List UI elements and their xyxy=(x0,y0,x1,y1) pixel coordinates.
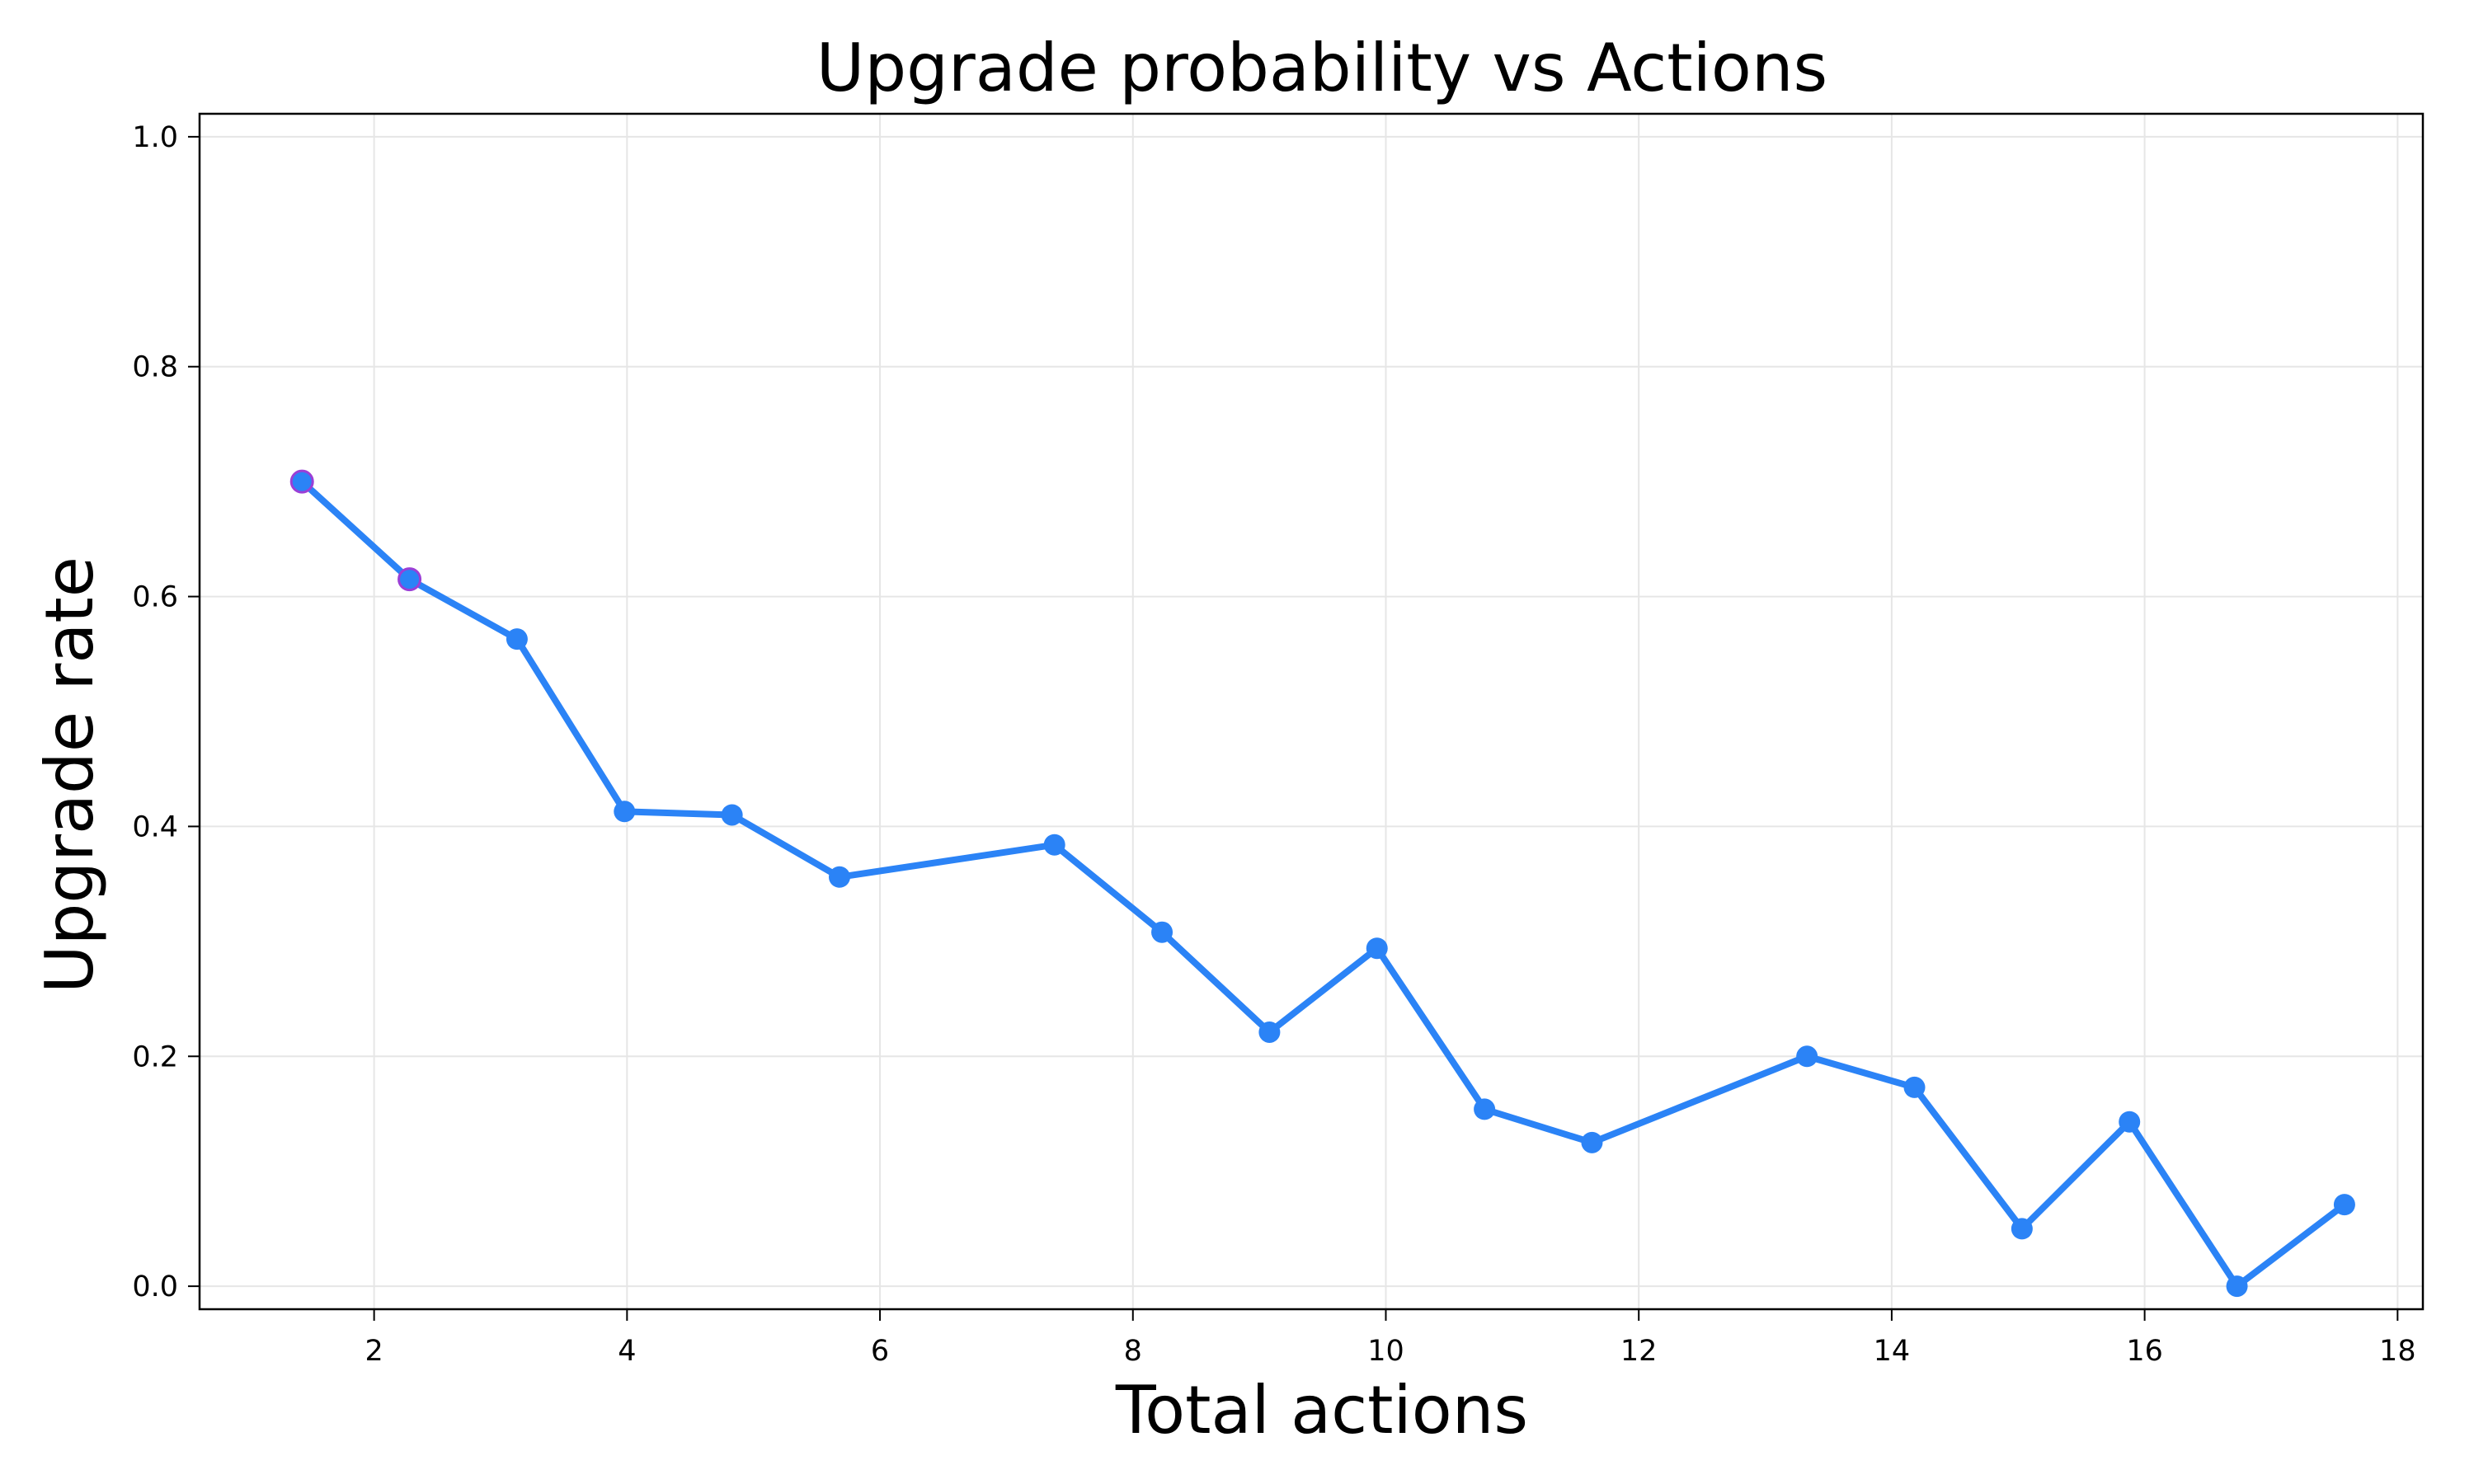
x-tick-label: 10 xyxy=(1367,1335,1404,1368)
x-tick-label: 6 xyxy=(871,1335,889,1368)
y-tick-label: 0.6 xyxy=(132,581,178,614)
chart-title: Upgrade probability vs Actions xyxy=(816,30,1827,106)
data-point xyxy=(397,567,422,592)
data-point xyxy=(614,801,636,823)
data-point xyxy=(1043,834,1065,856)
x-tick-label: 2 xyxy=(365,1335,383,1368)
data-point xyxy=(2333,1194,2355,1216)
data-point xyxy=(721,804,743,826)
x-tick-label: 14 xyxy=(1874,1335,1911,1368)
data-point xyxy=(2226,1275,2248,1298)
x-tick-label: 12 xyxy=(1620,1335,1658,1368)
data-point xyxy=(506,628,528,650)
y-axis-label: Upgrade rate xyxy=(31,556,108,993)
data-point xyxy=(1366,937,1388,960)
data-points xyxy=(289,469,2355,1298)
data-point xyxy=(1474,1098,1496,1120)
series-line-layer xyxy=(299,478,2348,1290)
y-tick-label: 0.4 xyxy=(132,810,178,843)
data-point xyxy=(2119,1111,2141,1133)
data-point xyxy=(1796,1045,1818,1068)
data-point xyxy=(1258,1021,1281,1043)
plot-frame xyxy=(198,112,2425,1311)
data-point xyxy=(1581,1131,1603,1153)
y-tick-label: 0.2 xyxy=(132,1040,178,1073)
grid-lines xyxy=(200,114,2423,1309)
data-point xyxy=(1903,1076,1926,1098)
y-tick-label: 1.0 xyxy=(132,121,178,154)
x-tick-label: 16 xyxy=(2126,1335,2163,1368)
data-point xyxy=(828,866,850,888)
data-point xyxy=(2011,1218,2033,1240)
series-line xyxy=(299,478,2348,1290)
x-tick-label: 8 xyxy=(1124,1335,1142,1368)
data-point xyxy=(1151,921,1174,943)
x-tick-label: 4 xyxy=(618,1335,636,1368)
x-axis-ticks: 2 4 6 8 10 12 14 16 18 xyxy=(365,1309,2416,1368)
y-tick-label: 0.0 xyxy=(132,1270,178,1303)
y-tick-label: 0.8 xyxy=(132,351,178,384)
y-axis-ticks: 0.0 0.2 0.4 0.6 0.8 1.0 xyxy=(132,121,200,1303)
x-axis-label: Total actions xyxy=(1115,1372,1528,1449)
x-tick-label: 18 xyxy=(2379,1335,2416,1368)
data-point xyxy=(289,469,314,494)
